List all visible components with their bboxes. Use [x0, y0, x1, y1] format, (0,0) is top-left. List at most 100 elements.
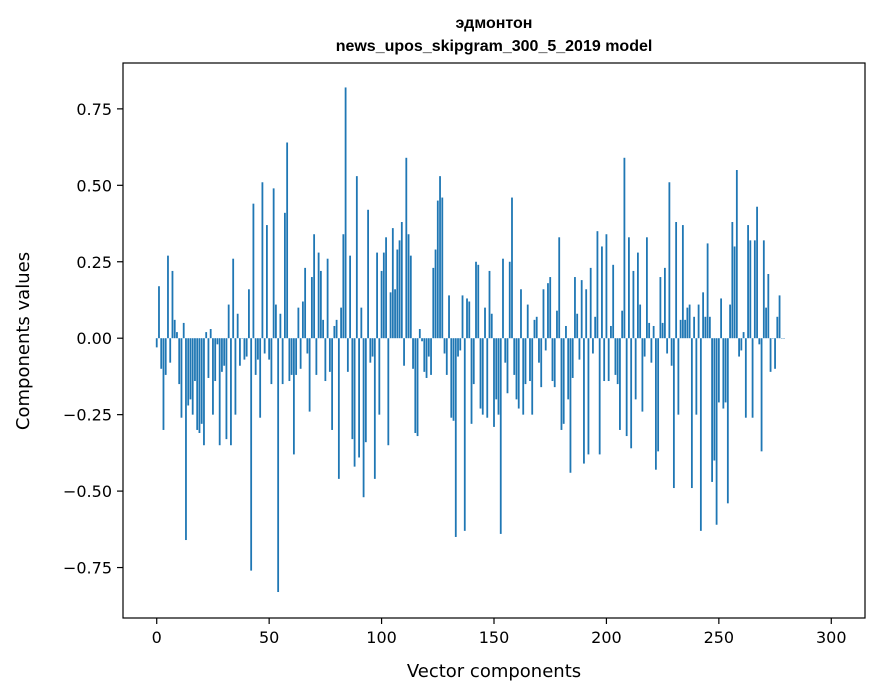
bar-210	[628, 237, 630, 339]
bar-88	[353, 338, 356, 467]
bar-269	[760, 338, 763, 452]
bar-130	[448, 295, 450, 339]
bar-240	[695, 338, 698, 415]
bar-43	[252, 203, 255, 339]
bar-144	[479, 338, 482, 409]
bar-191	[585, 289, 588, 339]
chart-title: эдмонтон	[456, 15, 533, 32]
bar-102	[385, 237, 387, 339]
bar-4	[164, 338, 167, 375]
bar-165	[526, 304, 529, 339]
bar-101	[382, 252, 385, 339]
bar-85	[346, 338, 349, 372]
bar-166	[529, 338, 531, 382]
bar-98	[376, 252, 378, 339]
bar-7	[171, 270, 174, 339]
bar-118	[421, 338, 423, 342]
bar-182	[565, 325, 567, 339]
bar-172	[542, 289, 545, 339]
bar-157	[508, 261, 511, 339]
x-axis-label: Vector components	[407, 661, 581, 682]
bar-263	[747, 225, 749, 339]
bar-174	[547, 283, 549, 339]
bar-108	[398, 240, 401, 339]
bar-234	[681, 225, 684, 339]
bar-74	[322, 319, 325, 339]
bar-40	[245, 338, 248, 357]
bar-44	[254, 338, 257, 375]
bar-217	[643, 338, 646, 357]
bar-80	[335, 319, 338, 339]
bar-275	[774, 338, 776, 369]
bar-250	[717, 338, 720, 403]
x-tick-label: 50	[259, 628, 279, 647]
bar-100	[380, 270, 383, 339]
bar-25	[212, 338, 214, 415]
bar-154	[502, 258, 504, 339]
bar-189	[580, 280, 583, 339]
bar-212	[632, 270, 635, 339]
bar-2	[160, 338, 163, 369]
bar-185	[571, 338, 574, 378]
bar-237	[688, 304, 691, 339]
bar-127	[441, 197, 444, 339]
bar-164	[524, 338, 527, 385]
bar-150	[493, 338, 495, 427]
bar-36	[236, 313, 239, 339]
bar-137	[463, 338, 466, 531]
bar-258	[735, 170, 738, 339]
bar-158	[511, 197, 513, 339]
bar-205	[616, 338, 619, 385]
bar-75	[324, 338, 327, 382]
bar-145	[481, 338, 484, 415]
bar-211	[630, 338, 633, 449]
bar-59	[288, 338, 291, 382]
bar-203	[612, 264, 615, 339]
bar-52	[272, 188, 275, 339]
bar-215	[639, 304, 642, 339]
bar-179	[558, 237, 561, 339]
bar-104	[389, 292, 392, 339]
bar-28	[218, 338, 221, 446]
bar-273	[769, 338, 772, 372]
bar-41	[248, 289, 250, 339]
bar-121	[427, 338, 430, 357]
bar-224	[659, 277, 662, 339]
bar-227	[666, 338, 669, 354]
bar-216	[641, 338, 644, 412]
bar-193	[589, 267, 592, 339]
bar-78	[331, 338, 334, 430]
bar-77	[328, 338, 331, 372]
bar-208	[623, 157, 626, 339]
bar-64	[299, 338, 302, 369]
bar-139	[468, 301, 471, 339]
bar-31	[225, 338, 228, 440]
bar-14	[187, 338, 190, 406]
bar-271	[765, 307, 767, 339]
bar-111	[405, 157, 408, 339]
bar-110	[403, 338, 405, 366]
bar-24	[209, 329, 212, 339]
bar-12	[182, 322, 185, 339]
x-tick-label: 250	[704, 628, 735, 647]
bar-255	[729, 304, 731, 339]
bar-91	[360, 307, 363, 339]
bar-58	[286, 142, 289, 339]
bar-18	[196, 338, 199, 430]
bar-214	[637, 252, 639, 339]
bar-123	[432, 267, 435, 339]
bar-230	[672, 338, 675, 489]
bar-37	[239, 338, 241, 366]
bar-124	[434, 249, 437, 339]
bar-226	[663, 267, 666, 339]
x-tick-label: 150	[479, 628, 510, 647]
bar-146	[484, 307, 486, 339]
bar-99	[378, 338, 381, 415]
y-tick-label: 0.50	[76, 176, 112, 195]
bar-235	[684, 319, 687, 339]
bar-199	[603, 338, 606, 382]
bar-140	[470, 338, 473, 424]
bar-30	[223, 338, 226, 366]
bar-79	[333, 325, 336, 339]
bar-204	[614, 338, 617, 375]
